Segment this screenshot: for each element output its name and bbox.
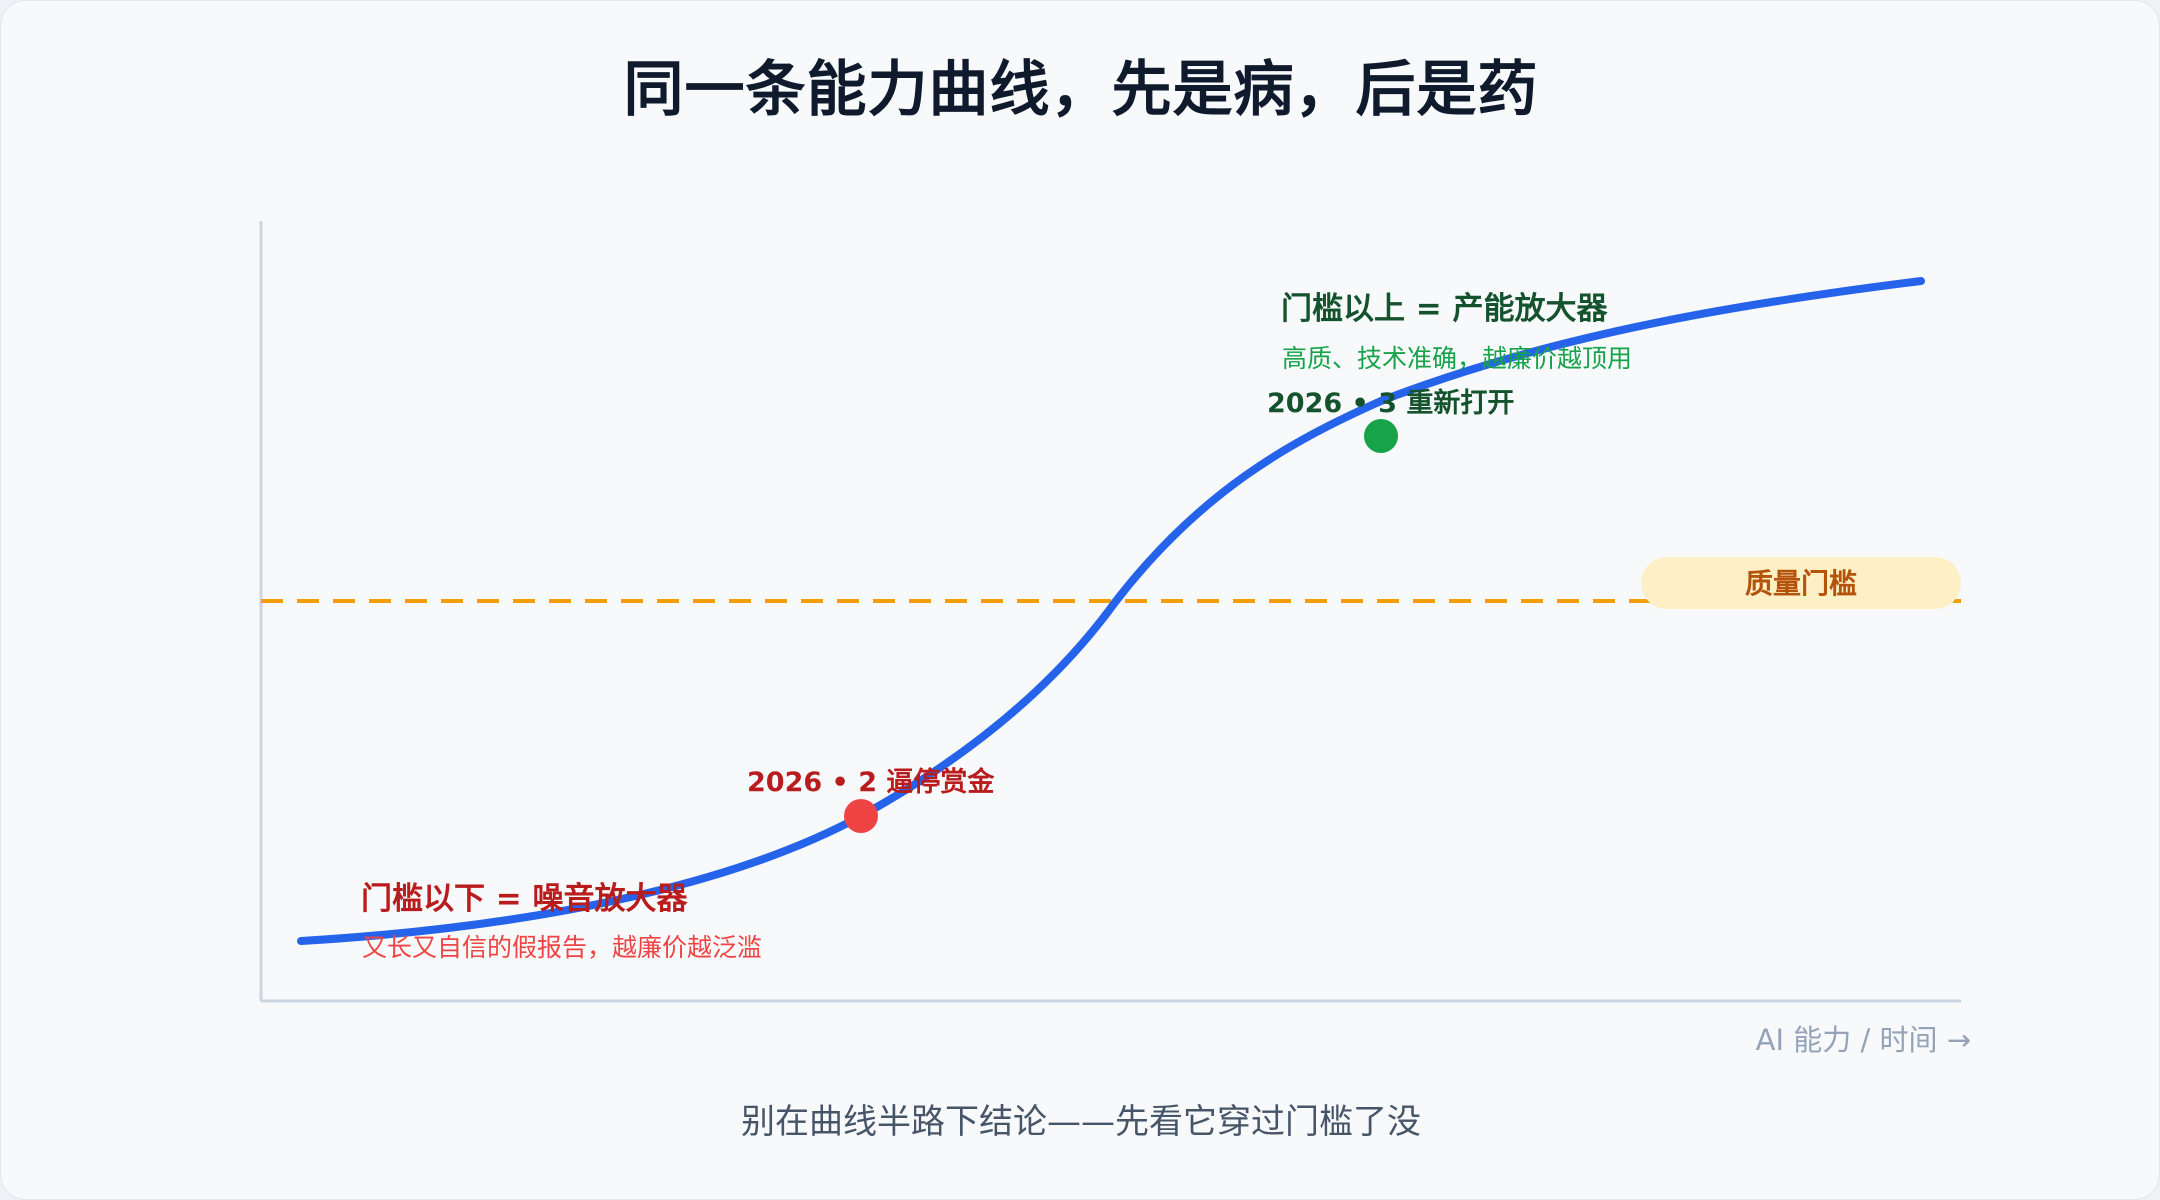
threshold-badge xyxy=(1641,557,1961,609)
below-threshold-heading: 门槛以下 = 噪音放大器 xyxy=(361,881,689,917)
event-label-reopened: 2026 • 3 重新打开 xyxy=(1267,387,1514,419)
event-marker-reopened xyxy=(1364,419,1398,453)
x-axis-label: AI 能力 / 时间 → xyxy=(1756,1023,1971,1057)
event-marker-bounty-stopped xyxy=(844,799,878,833)
page-title: 同一条能力曲线，先是病，后是药 xyxy=(623,55,1539,125)
event-label-bounty-stopped: 2026 • 2 逼停赏金 xyxy=(747,766,995,798)
threshold-badge-label: 质量门槛 xyxy=(1745,567,1857,600)
above-threshold-detail: 高质、技术准确，越廉价越顶用 xyxy=(1282,344,1632,373)
below-threshold-detail: 又长又自信的假报告，越廉价越泛滥 xyxy=(362,933,762,962)
capability-curve xyxy=(297,277,1925,945)
above-threshold-heading: 门槛以上 = 产能放大器 xyxy=(1281,291,1609,327)
footer-caption: 别在曲线半路下结论——先看它穿过门槛了没 xyxy=(741,1102,1421,1142)
